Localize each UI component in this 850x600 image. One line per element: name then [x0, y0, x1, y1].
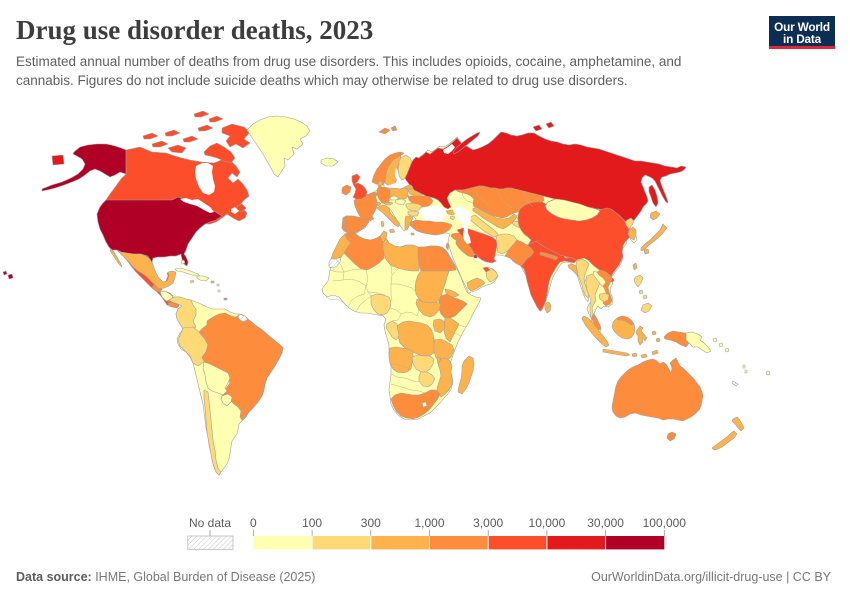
svg-text:100: 100: [302, 516, 322, 530]
svg-text:No data: No data: [189, 516, 231, 530]
svg-text:300: 300: [361, 516, 381, 530]
svg-text:3,000: 3,000: [473, 516, 503, 530]
svg-text:1,000: 1,000: [414, 516, 444, 530]
svg-text:100,000: 100,000: [643, 516, 687, 530]
svg-text:10,000: 10,000: [529, 516, 566, 530]
svg-text:0: 0: [250, 516, 257, 530]
svg-text:30,000: 30,000: [587, 516, 624, 530]
